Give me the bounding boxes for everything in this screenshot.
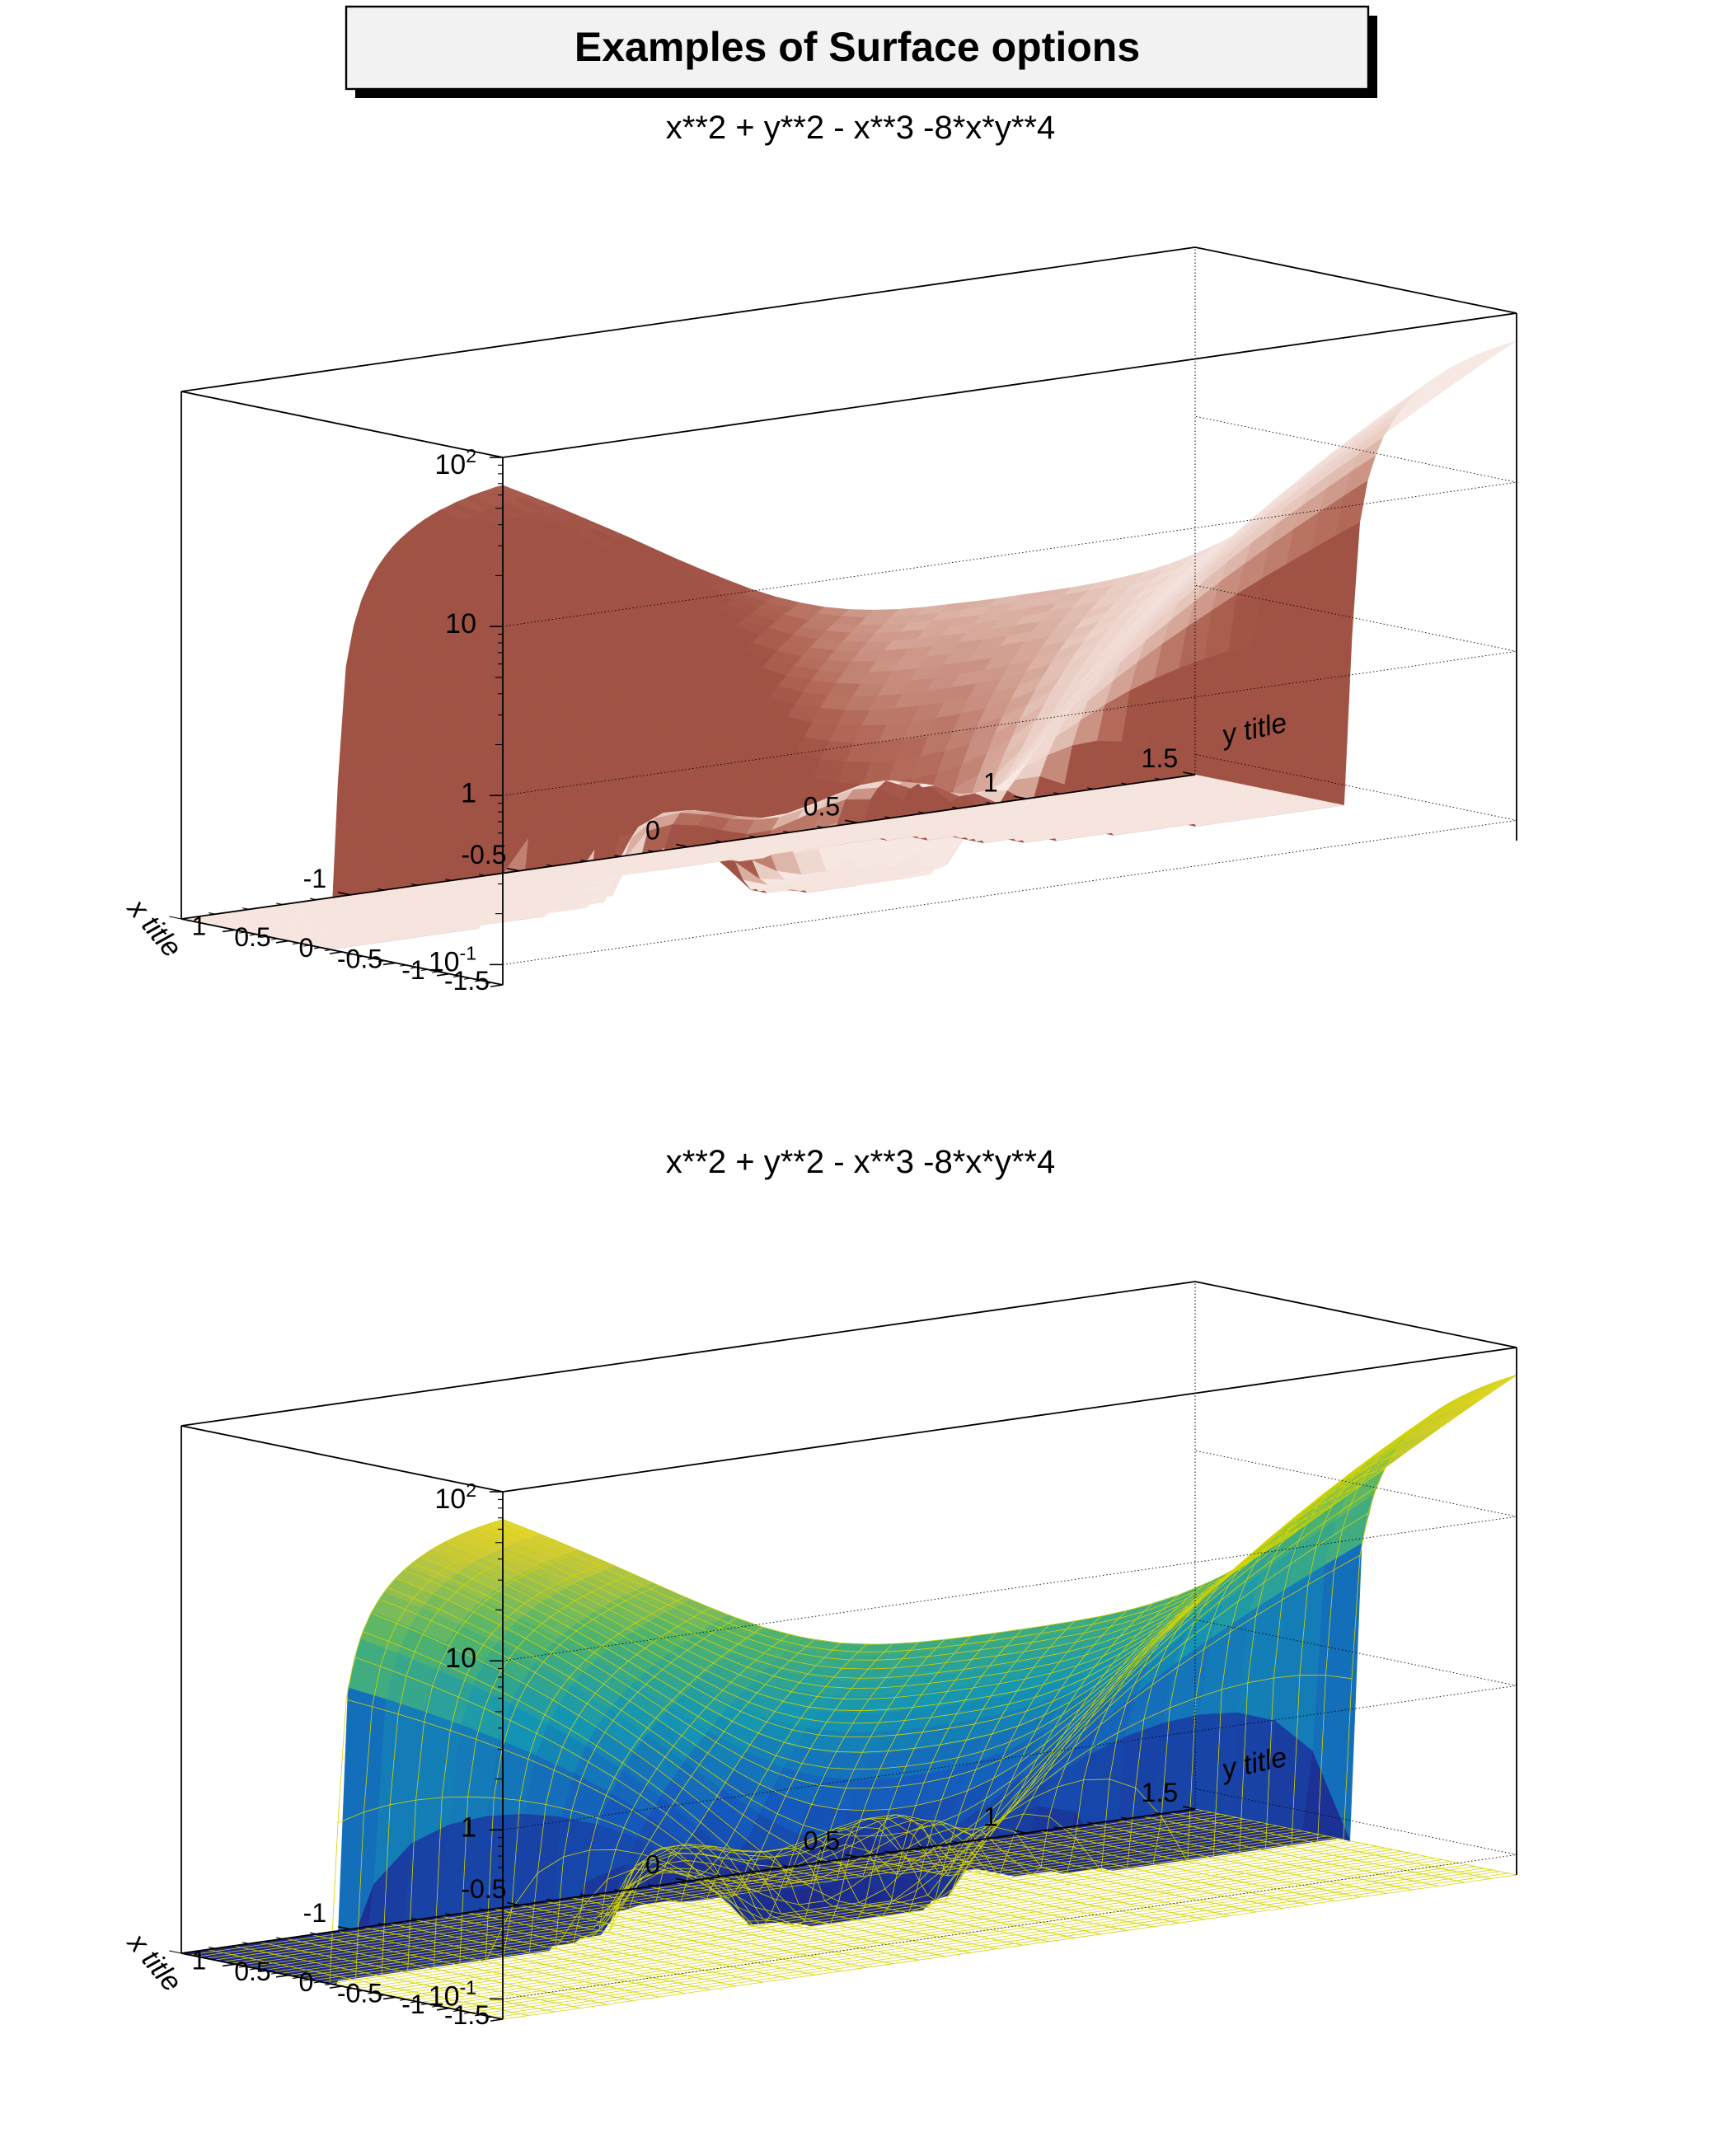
svg-text:-1: -1 [303, 1898, 326, 1928]
svg-text:0.5: 0.5 [804, 791, 840, 821]
svg-text:-0.5: -0.5 [461, 1874, 506, 1904]
svg-text:1: 1 [461, 777, 476, 808]
svg-text:0.5: 0.5 [804, 1826, 840, 1855]
svg-text:1.5: 1.5 [1142, 1778, 1178, 1807]
svg-text:1: 1 [461, 1812, 476, 1843]
svg-text:0: 0 [299, 1967, 314, 1997]
svg-text:-0.5: -0.5 [461, 840, 506, 869]
svg-text:1: 1 [983, 767, 998, 797]
svg-text:0: 0 [645, 816, 660, 846]
svg-text:10: 10 [445, 608, 476, 640]
svg-text:10: 10 [445, 1643, 476, 1674]
svg-text:x**2 + y**2 - x**3 -8*x*y**4: x**2 + y**2 - x**3 -8*x*y**4 [666, 1144, 1055, 1180]
svg-text:-1: -1 [303, 864, 326, 893]
svg-text:0: 0 [645, 1850, 660, 1880]
svg-text:1: 1 [983, 1802, 998, 1831]
svg-text:0: 0 [299, 933, 314, 963]
svg-text:Examples of Surface options: Examples of Surface options [574, 24, 1140, 70]
svg-text:1.5: 1.5 [1142, 743, 1178, 773]
svg-text:x**2 + y**2 - x**3 -8*x*y**4: x**2 + y**2 - x**3 -8*x*y**4 [666, 110, 1055, 146]
